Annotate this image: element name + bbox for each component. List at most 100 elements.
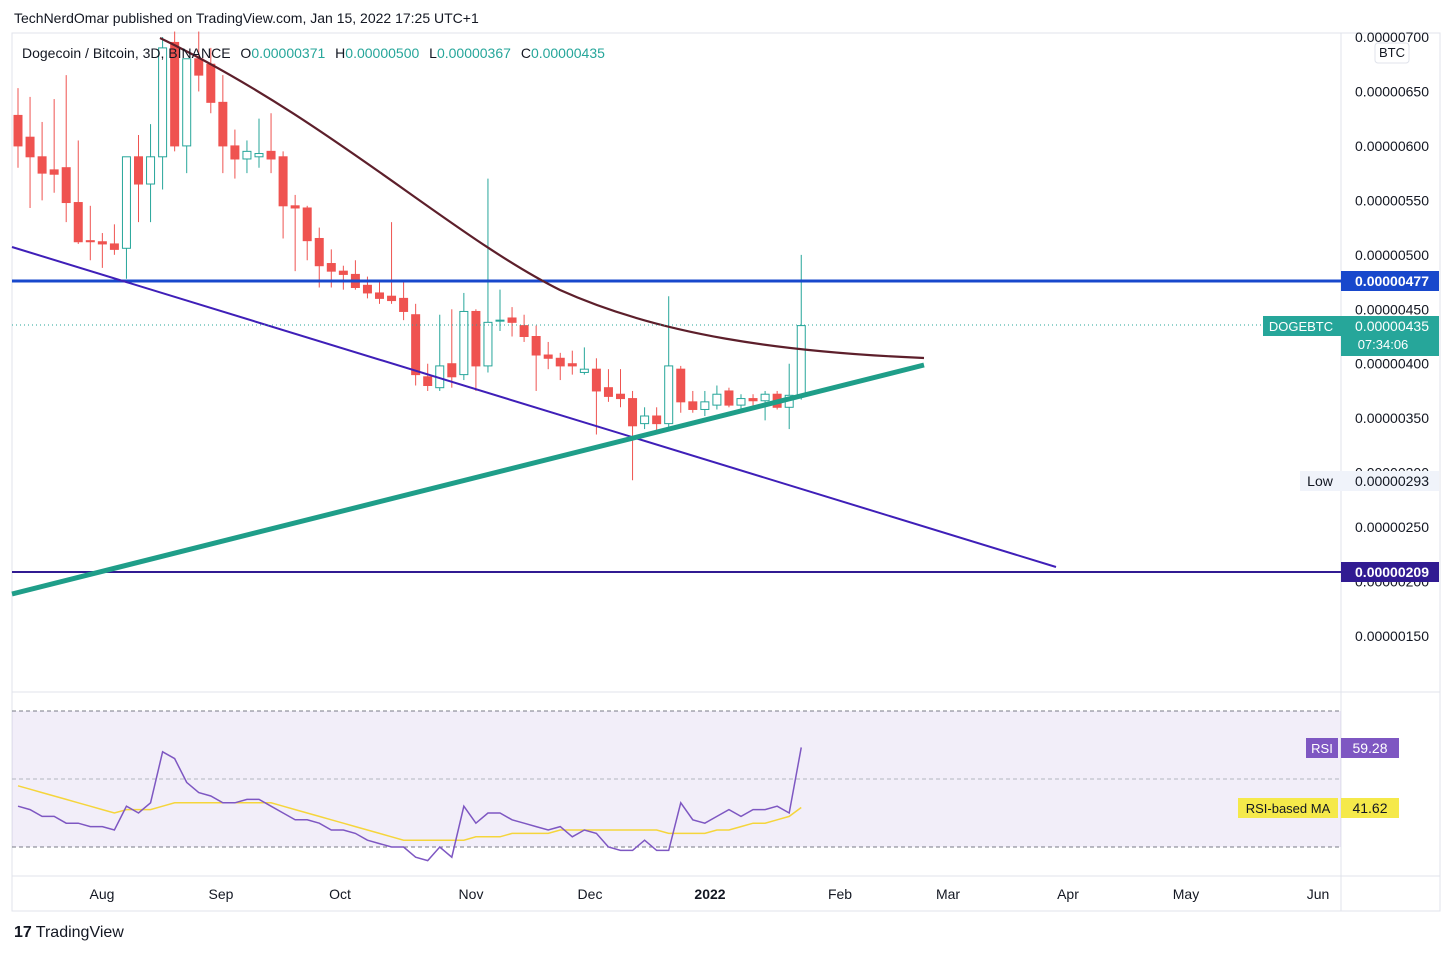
candle-body[interactable]	[85, 240, 95, 243]
candle-body[interactable]	[724, 390, 734, 406]
rsi-value-badge	[1341, 738, 1399, 758]
candle-body[interactable]	[158, 47, 168, 158]
time-tick: Sep	[209, 886, 234, 902]
candle-body[interactable]	[121, 156, 131, 249]
candle-body[interactable]	[37, 156, 47, 174]
candle-body[interactable]	[326, 263, 336, 272]
candle-body[interactable]	[218, 101, 228, 147]
candle-body[interactable]	[146, 156, 156, 185]
candle-body[interactable]	[230, 145, 240, 160]
currency-box	[1374, 42, 1410, 64]
time-tick: Oct	[329, 886, 351, 902]
candle-body[interactable]	[375, 292, 384, 299]
candle-body[interactable]	[61, 167, 71, 204]
chart-border	[11, 32, 1441, 912]
candle-body[interactable]	[628, 398, 638, 427]
footer-brand[interactable]: 17 TradingView	[14, 924, 124, 942]
candle-body[interactable]	[700, 401, 710, 410]
candle-body[interactable]	[266, 150, 276, 160]
time-tick: Aug	[90, 886, 115, 902]
price-tick: 0.00000350	[1355, 410, 1429, 426]
candle-body[interactable]	[338, 270, 348, 275]
price-tick: 0.00000600	[1355, 138, 1429, 154]
candle-body[interactable]	[507, 317, 517, 323]
candle-body[interactable]	[314, 237, 324, 267]
tradingview-logo-icon: 17	[14, 924, 32, 941]
candle-body[interactable]	[555, 357, 565, 367]
low-title: Low	[1307, 473, 1334, 489]
brand-name: TradingView	[35, 924, 124, 941]
time-tick: Jun	[1307, 886, 1330, 902]
candle-body[interactable]	[73, 202, 83, 243]
open-value: 0.00000371	[251, 45, 326, 61]
uptrend-line	[11, 362, 925, 597]
symbol-title: Dogecoin / Bitcoin, 3D, BINANCE	[22, 45, 231, 61]
candle-body[interactable]	[97, 241, 107, 245]
candle-body[interactable]	[664, 365, 674, 425]
support-price-badge	[1341, 562, 1439, 582]
candle-body[interactable]	[603, 387, 613, 397]
candle-body[interactable]	[796, 325, 806, 396]
candle-body[interactable]	[736, 398, 746, 406]
countdown-label: 07:34:06	[1358, 337, 1409, 352]
candle-body[interactable]	[591, 368, 601, 392]
high-label: H	[335, 45, 346, 61]
candle-body[interactable]	[411, 314, 421, 376]
candle-body[interactable]	[399, 297, 409, 312]
candles-group	[13, 31, 806, 481]
candle-body[interactable]	[519, 325, 529, 338]
candle-body[interactable]	[483, 321, 493, 367]
price-tick: 0.00000650	[1355, 83, 1429, 99]
candle-body[interactable]	[194, 58, 204, 76]
time-tick: Dec	[578, 886, 603, 902]
candle-body[interactable]	[25, 136, 35, 158]
candle-body[interactable]	[760, 393, 770, 402]
time-tick-labels: Aug Sep Oct Nov Dec 2022 Feb Mar Apr May Jun	[90, 886, 1330, 902]
candle-body[interactable]	[447, 363, 457, 378]
candle-body[interactable]	[302, 207, 312, 242]
low-label: L	[429, 45, 437, 61]
candle-body[interactable]	[531, 336, 541, 356]
candle-body[interactable]	[423, 376, 433, 387]
candle-body[interactable]	[254, 153, 264, 158]
rsi-value: 59.28	[1352, 740, 1387, 756]
candle-body[interactable]	[471, 310, 481, 367]
price-tick: 0.00000700	[1355, 29, 1429, 45]
ohlc-legend: Dogecoin / Bitcoin, 3D, BINANCE O0.00000…	[22, 45, 605, 61]
candle-body[interactable]	[13, 114, 23, 147]
candle-body[interactable]	[616, 393, 625, 400]
candle-body[interactable]	[206, 63, 216, 103]
high-value: 0.00000500	[345, 45, 420, 61]
time-tick: 2022	[694, 886, 725, 902]
candle-body[interactable]	[170, 41, 180, 147]
candle-body[interactable]	[242, 150, 252, 160]
candle-body[interactable]	[459, 310, 469, 376]
low-badge	[1300, 471, 1439, 491]
candle-body[interactable]	[182, 58, 192, 147]
price-tick: 0.00000150	[1355, 628, 1429, 644]
candle-body[interactable]	[652, 415, 662, 425]
low-price-label: 0.00000293	[1355, 473, 1429, 489]
candle-body[interactable]	[495, 319, 505, 322]
candle-body[interactable]	[567, 363, 577, 367]
candle-body[interactable]	[748, 398, 758, 402]
candle-body[interactable]	[676, 368, 686, 403]
close-label: C	[520, 45, 531, 61]
candle-body[interactable]	[109, 243, 119, 250]
candle-body[interactable]	[362, 284, 372, 294]
price-tick: 0.00000450	[1355, 301, 1429, 317]
candle-body[interactable]	[688, 401, 698, 410]
candle-body[interactable]	[712, 393, 722, 406]
time-tick: Apr	[1057, 886, 1079, 902]
candle-body[interactable]	[579, 368, 589, 373]
curved-resistance	[159, 37, 925, 360]
candle-body[interactable]	[278, 156, 288, 207]
candle-body[interactable]	[387, 295, 397, 302]
candle-body[interactable]	[543, 354, 553, 359]
candle-body[interactable]	[290, 205, 300, 209]
candle-body[interactable]	[49, 169, 59, 175]
candle-body[interactable]	[134, 156, 143, 185]
candle-body[interactable]	[640, 415, 650, 425]
rsi-title-badge	[1306, 738, 1338, 758]
